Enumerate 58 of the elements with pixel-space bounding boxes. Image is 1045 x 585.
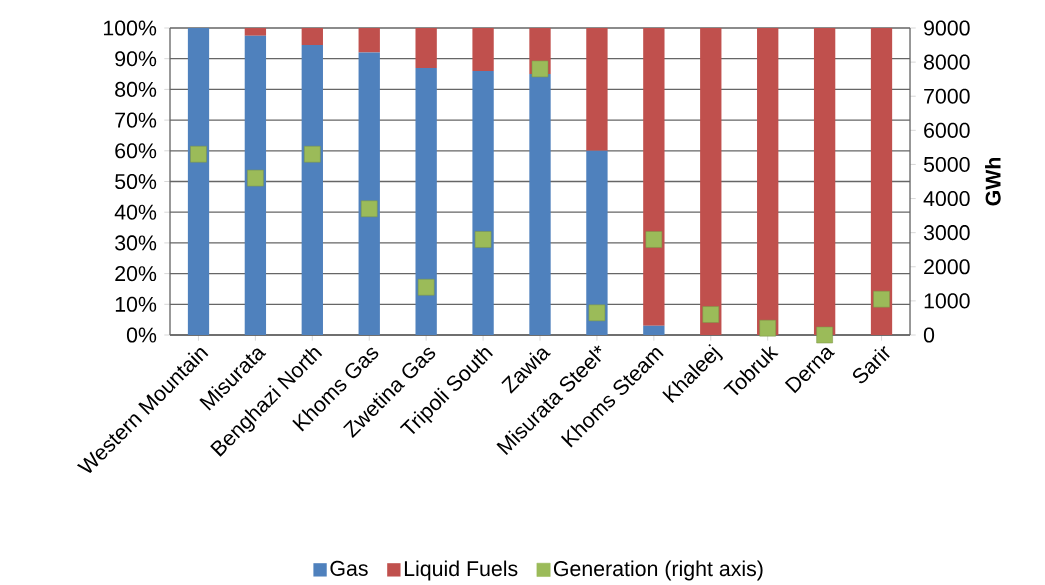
legend-label: Gas [330, 560, 368, 576]
point [474, 231, 492, 248]
bar [586, 150, 608, 335]
y2-tick-label: 9000 [924, 20, 970, 36]
point [531, 60, 549, 78]
y-tick-label: 0% [126, 327, 157, 343]
y-tick-label: 80% [115, 81, 157, 97]
bar [757, 28, 779, 335]
bar [415, 67, 437, 335]
y2-tick-label: 8000 [924, 54, 970, 70]
bar [813, 28, 836, 335]
point [759, 319, 776, 337]
point [190, 145, 207, 163]
bar [643, 325, 665, 335]
y-tick-label: 10% [115, 296, 157, 312]
bar [586, 28, 608, 151]
point [702, 306, 720, 323]
point [304, 145, 321, 163]
bar [358, 28, 380, 53]
y2-tick-label: 0 [923, 327, 935, 343]
bar [472, 28, 494, 71]
bar [301, 44, 323, 335]
y-tick-label: 50% [115, 173, 157, 190]
bar [700, 28, 722, 335]
y2-tick-label: 2000 [924, 259, 970, 275]
point [816, 326, 833, 344]
y2-tick-label: 7000 [924, 88, 970, 104]
bar [415, 28, 437, 68]
point [588, 304, 606, 322]
y2-tick-label: 4000 [923, 191, 970, 207]
y-tick-label: 40% [114, 204, 157, 220]
point [645, 231, 663, 248]
legend-label: Liquid Fuels [404, 560, 518, 581]
bar [244, 28, 267, 36]
point [360, 200, 378, 218]
y-tick-label: 20% [115, 266, 157, 282]
y-tick-label: 30% [115, 235, 157, 251]
bar [301, 28, 323, 45]
y2-axis-title: GWh [985, 157, 1001, 206]
legend-label: Generation (right axis) [553, 560, 763, 581]
bar [358, 52, 380, 335]
y-tick-label: 100% [104, 20, 157, 36]
y2-tick-label: 1000 [924, 293, 970, 309]
y-tick-label: 70% [115, 112, 157, 128]
bar [472, 70, 494, 335]
bar [244, 35, 267, 335]
bar [529, 74, 551, 335]
bar [643, 28, 665, 326]
bar [870, 28, 893, 335]
point [247, 169, 264, 187]
y2-tick-label: 5000 [923, 156, 970, 172]
y-tick-label: 90% [115, 51, 157, 67]
y-tick-label: 60% [115, 143, 157, 159]
point [417, 278, 435, 296]
point [873, 290, 890, 308]
y2-tick-label: 6000 [924, 122, 970, 138]
bar [187, 28, 210, 335]
y2-tick-label: 3000 [923, 225, 970, 241]
